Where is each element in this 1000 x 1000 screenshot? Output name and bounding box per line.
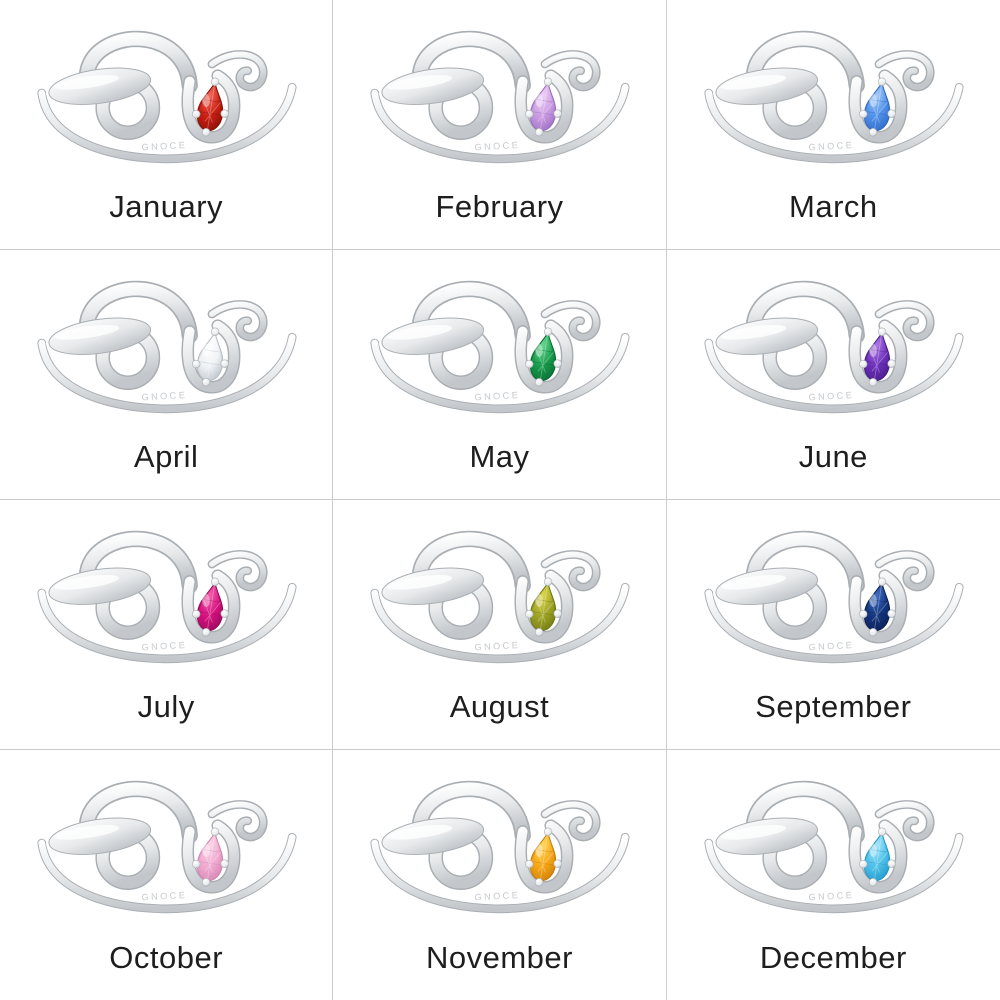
ring-card-november: GNOCE November xyxy=(333,750,667,1000)
svg-text:GNOCE: GNOCE xyxy=(475,890,521,902)
month-label: June xyxy=(798,439,868,474)
ring-card-april: GNOCE April xyxy=(0,250,334,500)
ring-card-march: GNOCE March xyxy=(666,0,1000,250)
ring-card-september: GNOCE September xyxy=(666,500,1000,750)
month-label: July xyxy=(137,689,195,724)
birthstone-ring-image: GNOCE xyxy=(672,516,994,674)
month-label: October xyxy=(109,940,224,975)
svg-text:GNOCE: GNOCE xyxy=(809,640,855,652)
month-label: September xyxy=(755,689,912,724)
birthstone-ring-image: GNOCE xyxy=(338,516,660,674)
birthstone-ring-image: GNOCE xyxy=(5,766,327,924)
birthstone-ring-image: GNOCE xyxy=(338,266,660,424)
birthstone-ring-image: GNOCE xyxy=(5,16,327,174)
ring-card-february: GNOCE February xyxy=(333,0,667,250)
svg-text:GNOCE: GNOCE xyxy=(809,140,855,152)
birthstone-ring-image: GNOCE xyxy=(338,766,660,924)
month-label: August xyxy=(449,689,550,724)
svg-text:GNOCE: GNOCE xyxy=(475,640,521,652)
svg-text:GNOCE: GNOCE xyxy=(141,890,187,902)
svg-text:GNOCE: GNOCE xyxy=(141,140,187,152)
ring-card-june: GNOCE June xyxy=(666,250,1000,500)
birthstone-ring-image: GNOCE xyxy=(5,516,327,674)
birthstone-ring-image: GNOCE xyxy=(672,16,994,174)
svg-text:GNOCE: GNOCE xyxy=(809,890,855,902)
month-label: November xyxy=(425,940,573,975)
month-label: April xyxy=(133,439,199,474)
svg-text:GNOCE: GNOCE xyxy=(141,640,187,652)
month-label: December xyxy=(759,940,907,975)
svg-text:GNOCE: GNOCE xyxy=(475,140,521,152)
ring-card-july: GNOCE July xyxy=(0,500,334,750)
birthstone-ring-image: GNOCE xyxy=(338,16,660,174)
ring-card-december: GNOCE December xyxy=(666,750,1000,1000)
ring-card-may: GNOCE May xyxy=(333,250,667,500)
ring-card-august: GNOCE August xyxy=(333,500,667,750)
month-label: March xyxy=(789,189,878,224)
month-label: January xyxy=(109,189,224,224)
month-label: February xyxy=(435,189,564,224)
birthstone-ring-image: GNOCE xyxy=(5,266,327,424)
birthstone-ring-image: GNOCE xyxy=(672,266,994,424)
ring-card-january: GNOCE January xyxy=(0,0,334,250)
birthstone-ring-image: GNOCE xyxy=(672,766,994,924)
svg-text:GNOCE: GNOCE xyxy=(141,390,187,402)
month-label: May xyxy=(469,439,530,474)
svg-text:GNOCE: GNOCE xyxy=(809,390,855,402)
svg-text:GNOCE: GNOCE xyxy=(475,390,521,402)
ring-card-october: GNOCE October xyxy=(0,750,334,1000)
